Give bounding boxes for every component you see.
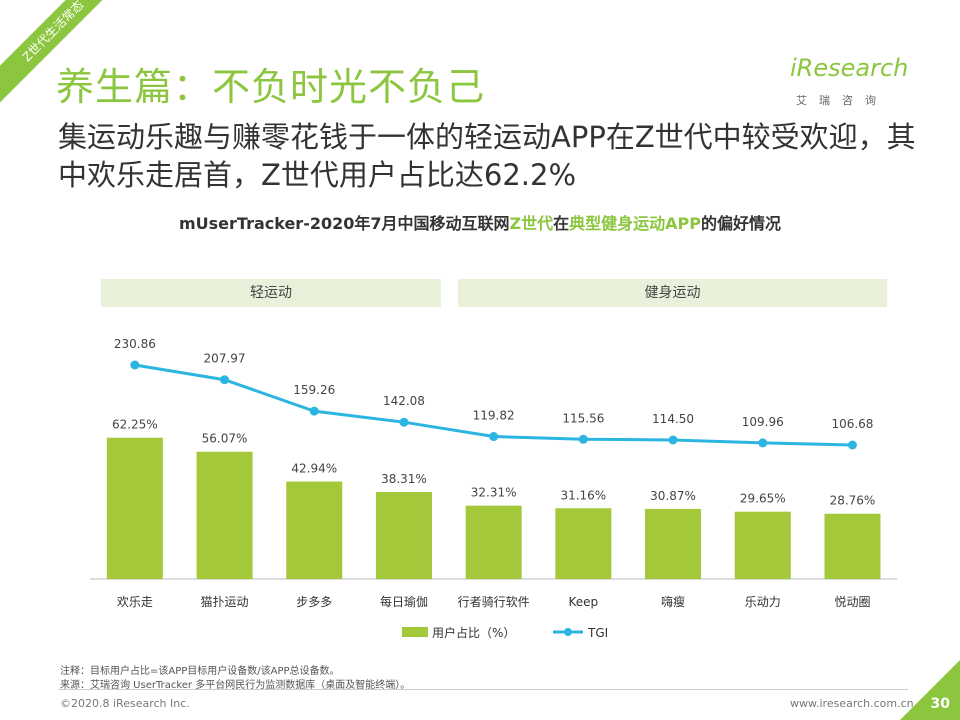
tgi-label-5: 115.56 bbox=[562, 411, 604, 425]
logo-word: iResearch bbox=[790, 54, 909, 82]
tgi-point-6 bbox=[668, 435, 678, 445]
tgi-label-0: 230.86 bbox=[114, 337, 156, 351]
headline: 集运动乐趣与赚零花钱于一体的轻运动APP在Z世代中较受欢迎，其中欢乐走居首，Z世… bbox=[58, 120, 916, 192]
chart-title-hl1: Z世代 bbox=[509, 214, 554, 233]
tgi-label-4: 119.82 bbox=[473, 409, 515, 423]
tgi-point-7 bbox=[758, 438, 768, 448]
legend-line-label: TGI bbox=[587, 626, 608, 640]
x-tick-label-0: 欢乐走 bbox=[117, 594, 153, 609]
footer-divider bbox=[58, 689, 908, 690]
bar-5 bbox=[555, 508, 612, 579]
bar-label-7: 29.65% bbox=[740, 492, 786, 506]
tgi-label-1: 207.97 bbox=[204, 352, 246, 366]
bar-label-8: 28.76% bbox=[830, 494, 876, 508]
legend-bar-swatch bbox=[402, 627, 428, 637]
copyright: ©2020.8 iResearch Inc. bbox=[60, 697, 190, 710]
chart-title-part2: 在 bbox=[553, 214, 570, 233]
x-tick-label-7: 乐动力 bbox=[745, 595, 781, 609]
bar-label-5: 31.16% bbox=[560, 488, 606, 502]
chart-title-part3: 的偏好情况 bbox=[700, 214, 781, 233]
footnote-source: 来源：艾瑞咨询 UserTracker 多平台网民行为监测数据库（桌面及智能终端… bbox=[60, 680, 411, 691]
x-tick-label-3: 每日瑜伽 bbox=[380, 594, 428, 609]
group-band-fitness: 健身运动 bbox=[458, 279, 887, 307]
section-title: 养生篇：不负时光不负己 bbox=[56, 65, 486, 109]
bar-label-1: 56.07% bbox=[202, 432, 248, 446]
bar-2 bbox=[286, 481, 343, 579]
page-number: 30 bbox=[930, 696, 950, 712]
bar-7 bbox=[734, 511, 791, 579]
page-corner bbox=[900, 660, 960, 720]
bar-label-2: 42.94% bbox=[291, 462, 337, 476]
x-tick-label-5: Keep bbox=[569, 595, 599, 609]
tgi-label-7: 109.96 bbox=[742, 415, 784, 429]
bar-label-4: 32.31% bbox=[471, 486, 517, 500]
x-tick-label-1: 猫扑运动 bbox=[201, 595, 249, 609]
tgi-label-3: 142.08 bbox=[383, 394, 425, 408]
tgi-label-6: 114.50 bbox=[652, 412, 694, 426]
bar-label-0: 62.25% bbox=[112, 418, 158, 432]
tgi-label-8: 106.68 bbox=[831, 417, 873, 431]
x-tick-label-4: 行者骑行软件 bbox=[458, 595, 530, 609]
bar-4 bbox=[465, 505, 522, 579]
bar-3 bbox=[375, 492, 432, 579]
chart-title-hl2: 典型健身运动APP bbox=[569, 214, 701, 233]
chart-title-part1: mUserTracker-2020年7月中国移动互联网 bbox=[178, 214, 510, 233]
footnote-note: 注释：目标用户占比=该APP目标用户设备数/该APP总设备数。 bbox=[60, 666, 340, 677]
bar-1 bbox=[196, 451, 253, 579]
tgi-label-2: 159.26 bbox=[293, 383, 335, 397]
legend-bar-label: 用户占比（%） bbox=[432, 625, 515, 640]
legend-line-marker bbox=[564, 628, 572, 636]
bar-0 bbox=[106, 437, 163, 579]
tgi-point-5 bbox=[578, 434, 588, 444]
bar-8 bbox=[824, 513, 881, 579]
logo-cn: 艾瑞咨询 bbox=[796, 94, 888, 107]
tgi-point-2 bbox=[309, 406, 319, 416]
website-link[interactable]: www.iresearch.com.cn bbox=[790, 697, 914, 710]
tgi-point-0 bbox=[130, 360, 140, 370]
x-tick-label-8: 悦动圈 bbox=[834, 595, 870, 609]
tgi-point-3 bbox=[399, 417, 409, 427]
group-band-light: 轻运动 bbox=[101, 279, 441, 307]
tgi-point-8 bbox=[847, 440, 857, 450]
iresearch-logo: iResearch 艾瑞咨询 bbox=[790, 54, 920, 110]
tgi-point-4 bbox=[489, 432, 499, 442]
bar-label-6: 30.87% bbox=[650, 489, 696, 503]
bar-6 bbox=[645, 508, 702, 579]
tgi-point-1 bbox=[220, 375, 230, 385]
bar-label-3: 38.31% bbox=[381, 472, 427, 486]
chart-title: mUserTracker-2020年7月中国移动互联网Z世代在典型健身运动APP… bbox=[0, 210, 960, 234]
x-tick-label-2: 步多多 bbox=[296, 595, 332, 609]
x-tick-label-6: 嗨瘦 bbox=[661, 594, 685, 609]
